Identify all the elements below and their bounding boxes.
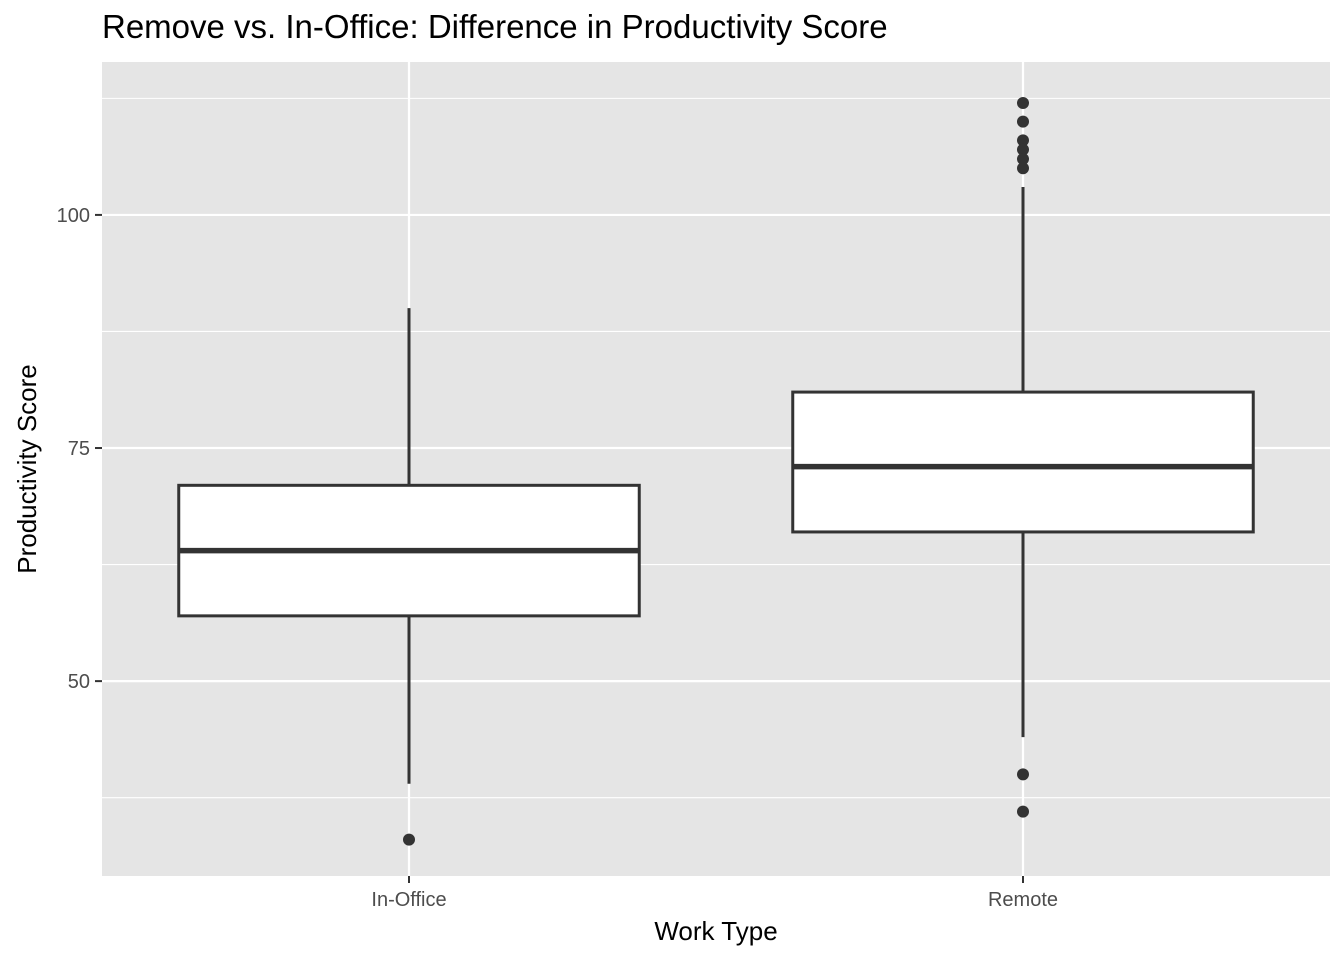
outlier-point: [1017, 152, 1029, 165]
x-axis: In-Office Remote: [371, 876, 1058, 911]
y-tick-label: 75: [68, 438, 90, 460]
x-tick-label: Remote: [988, 889, 1058, 911]
outlier-point: [1017, 805, 1029, 818]
outlier-point: [403, 833, 415, 846]
x-axis-title: Work Type: [654, 916, 777, 946]
outlier-point: [1017, 768, 1029, 781]
box-in-office: [177, 308, 641, 846]
y-tick-label: 100: [57, 205, 90, 227]
minor-gridlines: [102, 97, 1330, 799]
outlier-point: [1017, 97, 1029, 110]
box-series: [177, 97, 1255, 846]
x-tick-label: In-Office: [371, 889, 446, 911]
outlier-point: [1017, 162, 1029, 175]
box-remote: [791, 97, 1255, 818]
outlier-point: [1017, 143, 1029, 156]
outlier-point: [1017, 134, 1029, 147]
iqr-box: [791, 390, 1255, 534]
y-axis: 50 75 100: [57, 205, 102, 693]
chart-title: Remove vs. In-Office: Difference in Prod…: [102, 8, 888, 45]
y-tick-label: 50: [68, 671, 90, 693]
y-axis-title: Productivity Score: [12, 364, 42, 574]
outlier-point: [1017, 115, 1029, 128]
